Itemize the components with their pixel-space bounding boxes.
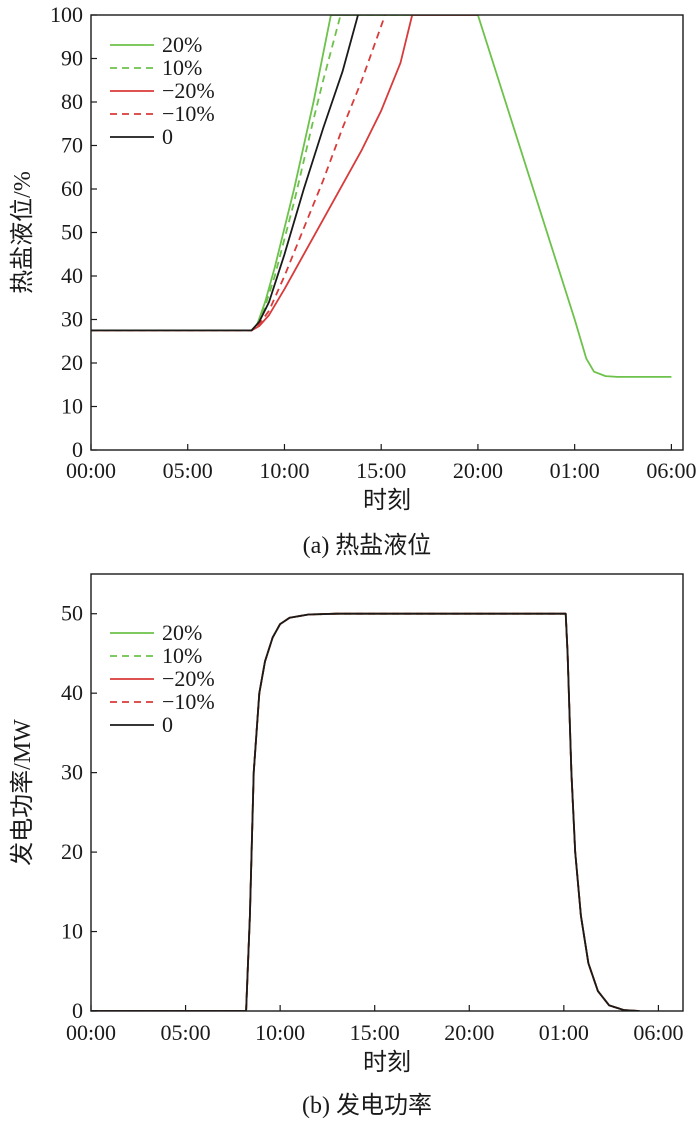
series-line-10pct: [91, 15, 478, 332]
x-tick-label: 00:00: [66, 458, 116, 483]
x-tick-label: 15:00: [356, 458, 406, 483]
legend-entry: −20%: [162, 666, 215, 691]
y-tick-label: 40: [61, 263, 83, 288]
y-tick-label: 30: [61, 760, 83, 785]
y-tick-label: 10: [61, 394, 83, 419]
series-line-zero: [91, 15, 359, 332]
figure-caption: (a) 热盐液位: [303, 532, 432, 559]
x-tick-label: 01:00: [550, 458, 600, 483]
y-tick-label: 70: [61, 133, 83, 158]
y-tick-label: 50: [61, 220, 83, 245]
y-tick-label: 80: [61, 89, 83, 114]
panel-a-hot-salt-level: 0 10 20 30 40 50 60 70 80 90 100 00:00 05:00 10:00 15:…: [9, 2, 696, 559]
x-tick-label: 10:00: [259, 458, 309, 483]
y-axis-label: 发电功率/MW: [9, 719, 36, 866]
legend: 20%10%−20%−10%0: [110, 32, 215, 149]
series-group: [91, 15, 672, 378]
x-tick-label: 05:00: [163, 458, 213, 483]
y-tick-label: 50: [61, 601, 83, 626]
series-group: [91, 612, 640, 1011]
plot-frame: [90, 573, 684, 1012]
x-tick-label: 00:00: [66, 1020, 116, 1045]
figure-caption: (b) 发电功率: [302, 1092, 432, 1119]
y-tick-label: 20: [61, 839, 83, 864]
series-line-minus20pct: [91, 15, 478, 332]
x-tick-label: 05:00: [161, 1020, 211, 1045]
y-tick-label: 100: [50, 2, 83, 27]
x-tick-label: 15:00: [350, 1020, 400, 1045]
series-line-zero: [91, 612, 640, 1011]
x-tick-label: 10:00: [255, 1020, 305, 1045]
y-tick-label: 20: [61, 350, 83, 375]
legend-entry: 20%: [162, 620, 202, 645]
series-line-20pct: [91, 15, 672, 378]
x-tick-label: 01:00: [539, 1020, 589, 1045]
y-tick-label: 0: [72, 998, 83, 1023]
panel-b-power-output: 0 10 20 30 40 50 00:00 05:00 10:00 15:00 20:00 01:0…: [9, 573, 684, 1119]
x-axis-label: 时刻: [363, 1049, 411, 1076]
x-tick-label: 20:00: [453, 458, 503, 483]
legend-entry: 20%: [162, 32, 202, 57]
x-tick-label: 06:00: [646, 458, 696, 483]
series-line-minus10pct: [91, 15, 386, 332]
y-tick-label: 90: [61, 46, 83, 71]
legend-entry: 10%: [162, 643, 202, 668]
y-tick-label: 0: [72, 437, 83, 462]
x-tick-label: 20:00: [444, 1020, 494, 1045]
legend: 20%10%−20%−10%0: [110, 620, 215, 737]
legend-entry: 0: [162, 712, 173, 737]
legend-entry: 0: [162, 124, 173, 149]
legend-entry: −10%: [162, 689, 215, 714]
y-tick-label: 30: [61, 307, 83, 332]
x-tick-label: 06:00: [633, 1020, 683, 1045]
y-tick-label: 40: [61, 680, 83, 705]
legend-entry: 10%: [162, 55, 202, 80]
legend-entry: −10%: [162, 101, 215, 126]
y-tick-label: 10: [61, 919, 83, 944]
y-tick-label: 60: [61, 176, 83, 201]
y-axis-label: 热盐液位/%: [9, 171, 36, 294]
x-axis-label: 时刻: [363, 487, 411, 514]
legend-entry: −20%: [162, 78, 215, 103]
